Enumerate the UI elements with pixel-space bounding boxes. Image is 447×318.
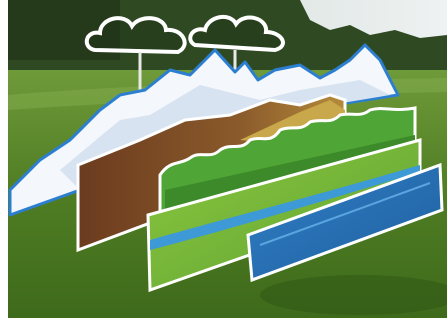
page	[0, 0, 447, 318]
photo	[0, 0, 447, 318]
